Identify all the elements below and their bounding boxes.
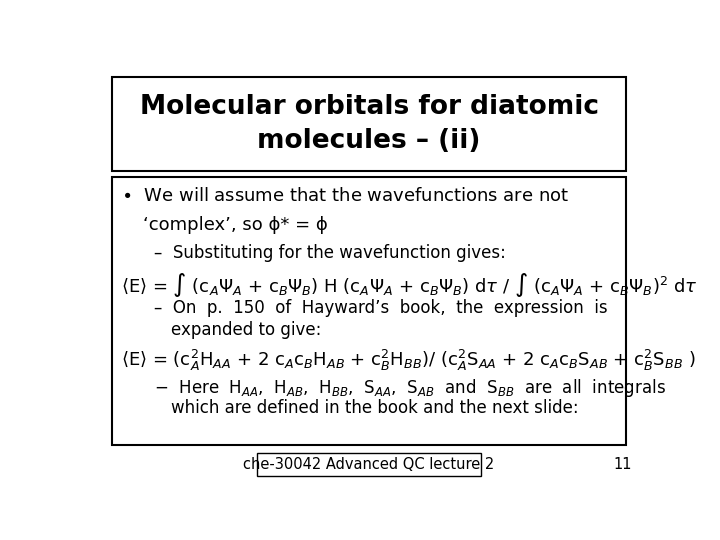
- Text: $\bullet$  We will assume that the wavefunctions are not: $\bullet$ We will assume that the wavefu…: [121, 187, 569, 205]
- Text: ‘complex’, so ϕ* = ϕ: ‘complex’, so ϕ* = ϕ: [143, 216, 328, 234]
- Text: $-$  Here  H$_{AA}$,  H$_{AB}$,  H$_{BB}$,  S$_{AA}$,  S$_{AB}$  and  S$_{BB}$  : $-$ Here H$_{AA}$, H$_{AB}$, H$_{BB}$, S…: [154, 377, 666, 399]
- Text: 11: 11: [613, 457, 632, 471]
- Text: –  On  p.  150  of  Hayward’s  book,  the  expression  is: – On p. 150 of Hayward’s book, the expre…: [154, 299, 608, 318]
- Text: che-30042 Advanced QC lecture 2: che-30042 Advanced QC lecture 2: [243, 457, 495, 471]
- Text: $\langle$E$\rangle$ = $\int$ (c$_A\Psi_A$ + c$_B\Psi_B$) H (c$_A\Psi_A$ + c$_B\P: $\langle$E$\rangle$ = $\int$ (c$_A\Psi_A…: [121, 271, 698, 299]
- FancyBboxPatch shape: [112, 77, 626, 171]
- FancyBboxPatch shape: [112, 177, 626, 446]
- Text: which are defined in the book and the next slide:: which are defined in the book and the ne…: [171, 399, 579, 417]
- FancyBboxPatch shape: [258, 453, 481, 476]
- Text: $\langle$E$\rangle$ = (c$^2_A$H$_{AA}$ + 2 c$_A$c$_B$H$_{AB}$ + c$^2_B$H$_{BB}$): $\langle$E$\rangle$ = (c$^2_A$H$_{AA}$ +…: [121, 348, 696, 374]
- Text: –  Substituting for the wavefunction gives:: – Substituting for the wavefunction give…: [154, 244, 506, 262]
- Text: Molecular orbitals for diatomic
molecules – (ii): Molecular orbitals for diatomic molecule…: [140, 94, 598, 154]
- Text: expanded to give:: expanded to give:: [171, 321, 321, 339]
